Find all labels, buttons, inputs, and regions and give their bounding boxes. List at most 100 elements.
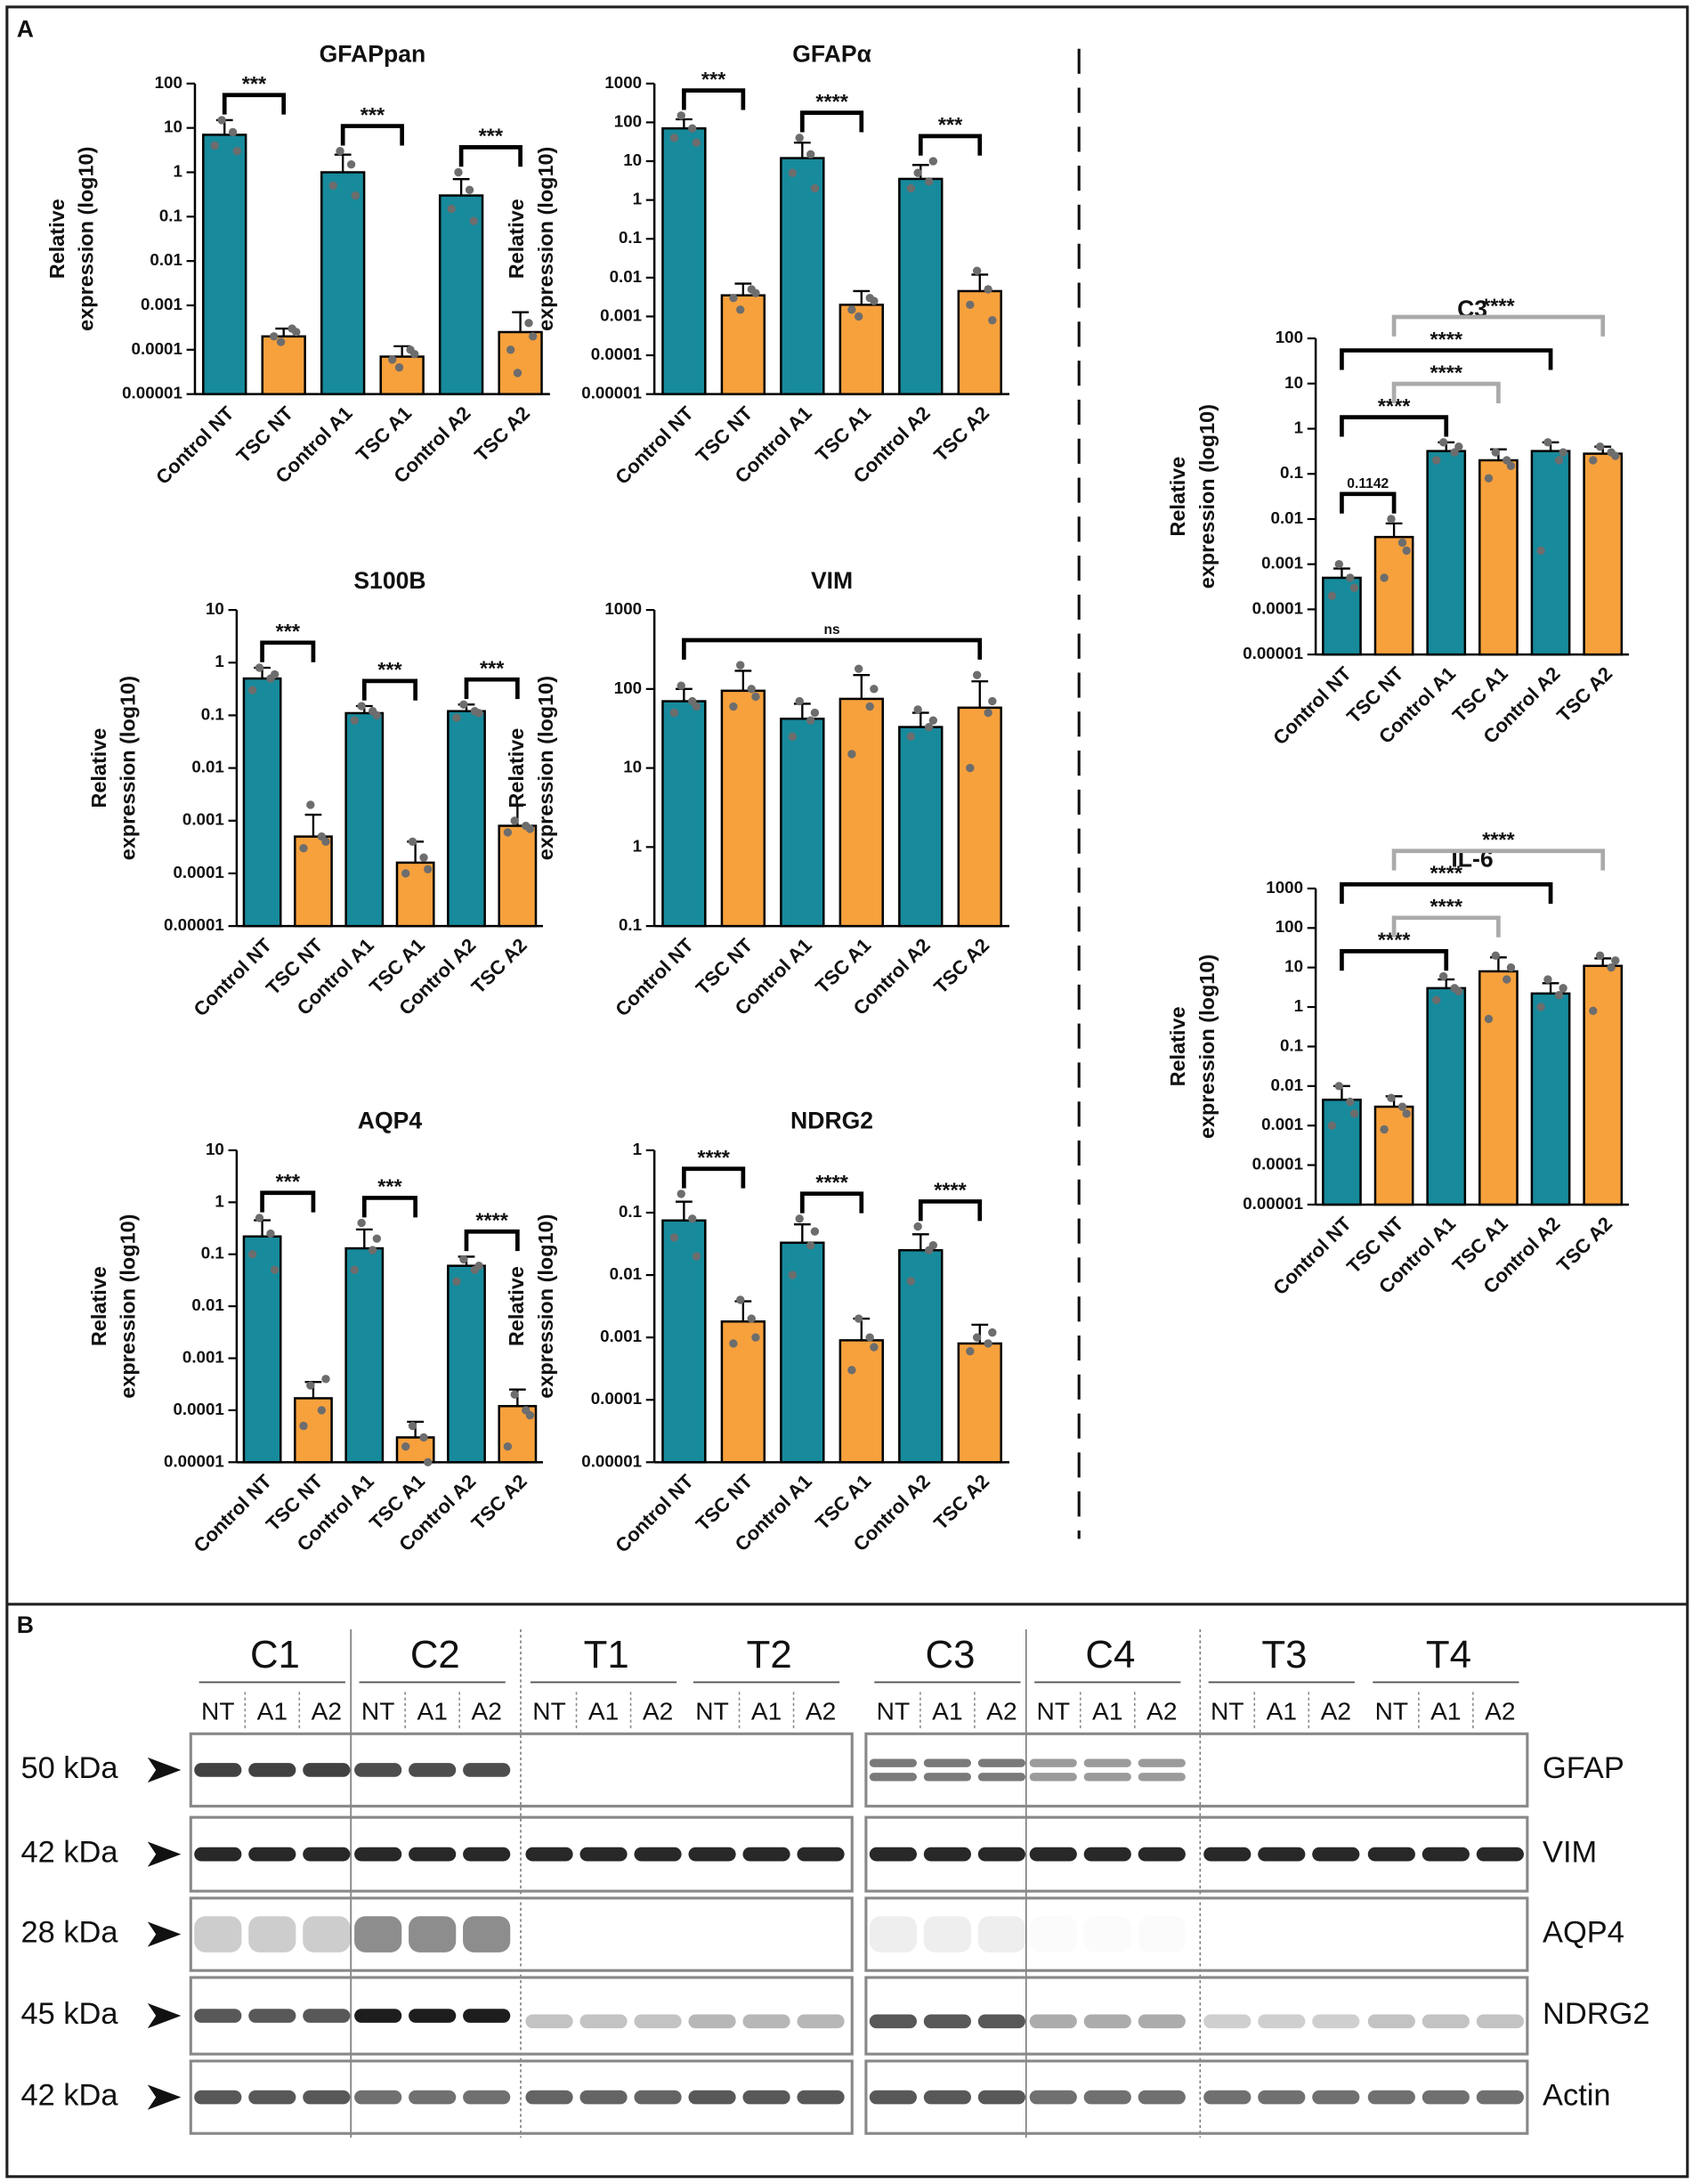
data-point [401, 1442, 410, 1451]
y-tick-label: 10 [1284, 957, 1303, 976]
data-point [510, 1390, 519, 1400]
blot-band [1083, 1847, 1131, 1862]
data-point [465, 185, 474, 195]
data-point [924, 722, 934, 732]
data-point [350, 716, 360, 725]
data-point [692, 702, 701, 711]
lane-label: NT [695, 1697, 729, 1725]
blot-band [248, 2009, 296, 2023]
y-tick-label: 0.0001 [132, 339, 182, 358]
y-tick-label: 0.1 [1280, 1035, 1303, 1054]
blot-band [1138, 1847, 1186, 1862]
data-point [454, 167, 463, 177]
data-point [1327, 591, 1337, 600]
bar [661, 700, 707, 928]
blot-band [463, 2090, 511, 2105]
lane-label: NT [1375, 1697, 1409, 1725]
data-point [669, 134, 679, 142]
blot-band [923, 1758, 971, 1767]
data-point [1491, 448, 1500, 457]
data-point [1595, 951, 1605, 961]
x-tick-label: TSC A2 [1552, 662, 1616, 727]
bar [202, 134, 247, 395]
y-tick-label: 1 [633, 836, 642, 855]
data-point [513, 369, 522, 378]
data-point [350, 1265, 360, 1275]
significance-bracket [1391, 314, 1606, 337]
data-point [1589, 1006, 1598, 1016]
data-point [865, 702, 874, 711]
x-tick-label: Control NT [611, 1470, 698, 1557]
significance-bracket [682, 88, 746, 110]
blot-membrane [189, 1896, 854, 1972]
lane-label: NT [1211, 1697, 1244, 1725]
significance-label: *** [242, 72, 267, 95]
data-point [372, 1234, 382, 1243]
blot-band [409, 1763, 457, 1777]
blot-band [194, 1847, 242, 1862]
bar [898, 726, 944, 928]
data-point [1438, 971, 1448, 981]
blot-band [869, 1916, 917, 1953]
bar [898, 177, 944, 395]
significance-label: *** [377, 1175, 402, 1198]
y-tick-label: 1000 [604, 599, 642, 618]
blot-band [688, 2014, 736, 2029]
data-point [1454, 986, 1463, 996]
data-point [810, 183, 820, 193]
size-marker-label: 50 kDa [20, 1751, 118, 1785]
x-tick-label: Control NT [1268, 662, 1356, 749]
y-tick-label: 1 [215, 1191, 223, 1210]
data-point [928, 716, 938, 725]
data-point [870, 1343, 879, 1352]
data-point [452, 1277, 461, 1286]
data-point [1334, 559, 1343, 569]
blot-band [797, 2014, 845, 2029]
significance-label: ns [823, 622, 840, 637]
significance-bracket [222, 93, 287, 115]
data-point [328, 181, 337, 191]
bar [957, 706, 1002, 928]
chart-title: S100B [353, 567, 425, 594]
blot-band [354, 1763, 402, 1777]
blot-membrane [189, 1976, 854, 2056]
y-tick-label: 0.0001 [591, 345, 642, 363]
blot-band [354, 2009, 402, 2023]
data-point [736, 305, 745, 314]
significance-bracket [1391, 381, 1501, 403]
blot-band [194, 2090, 242, 2105]
lane-label: A2 [1485, 1697, 1515, 1725]
blot-band [525, 2090, 573, 2105]
data-point [408, 837, 417, 847]
bar [838, 304, 884, 395]
data-point [972, 266, 982, 275]
blot-band [354, 2090, 402, 2105]
data-point [1438, 438, 1448, 447]
lane-label: NT [201, 1697, 235, 1725]
data-point [276, 337, 286, 346]
blot-band [1312, 1847, 1360, 1862]
significance-label: *** [701, 68, 726, 91]
significance-bracket [1340, 415, 1449, 437]
blot-band [1138, 1758, 1186, 1767]
significance-bracket [1340, 881, 1553, 905]
blot-band [248, 2090, 296, 2105]
data-point [351, 191, 360, 200]
y-tick-label: 0.00001 [1243, 644, 1303, 662]
data-point [255, 1214, 264, 1222]
blot-band [409, 2090, 457, 2105]
data-point [1402, 546, 1411, 556]
data-point [870, 296, 879, 305]
blot-group-label: C1 [250, 1633, 300, 1677]
blot-group-label: C4 [1085, 1633, 1135, 1677]
data-point [736, 1295, 745, 1304]
y-tick-label: 1 [1294, 418, 1303, 436]
data-point [984, 285, 992, 294]
significance-label: **** [1430, 328, 1462, 351]
y-tick-label: 10 [164, 118, 182, 136]
data-point [984, 1339, 992, 1348]
data-point [810, 1227, 820, 1236]
data-point [1536, 1003, 1545, 1011]
lane-label: A1 [1430, 1697, 1461, 1725]
data-point [966, 763, 975, 773]
